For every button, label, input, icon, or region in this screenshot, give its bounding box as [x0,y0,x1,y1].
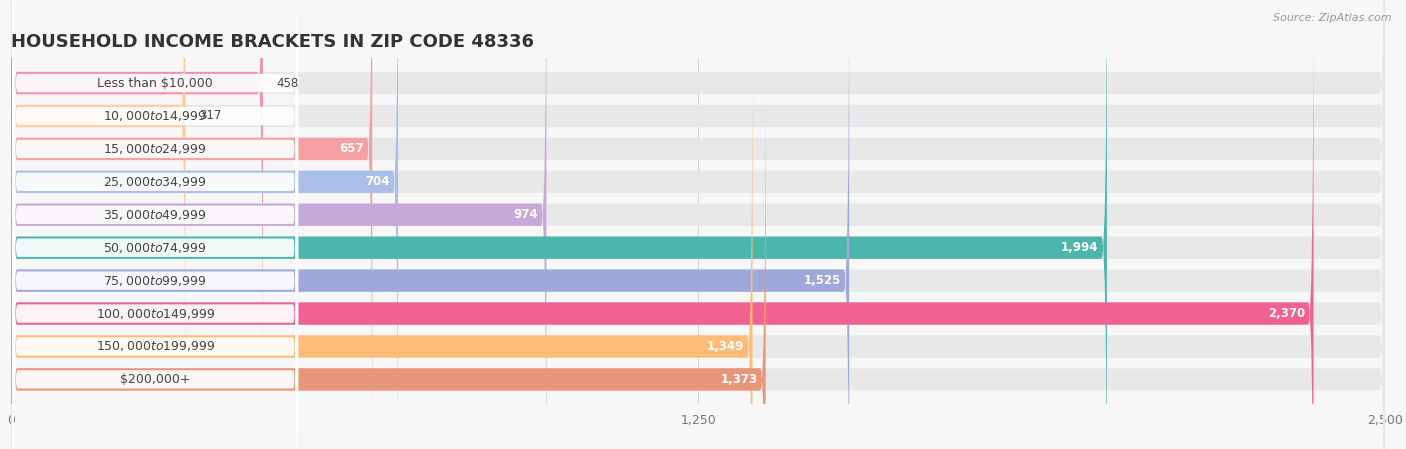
Text: $35,000 to $49,999: $35,000 to $49,999 [104,208,207,222]
Text: $150,000 to $199,999: $150,000 to $199,999 [96,339,215,353]
FancyBboxPatch shape [11,0,373,449]
Text: 317: 317 [200,110,222,123]
FancyBboxPatch shape [11,0,1385,449]
FancyBboxPatch shape [11,0,1385,449]
Text: Less than $10,000: Less than $10,000 [97,77,214,89]
FancyBboxPatch shape [13,0,298,436]
Text: 1,373: 1,373 [720,373,758,386]
FancyBboxPatch shape [11,0,186,434]
FancyBboxPatch shape [11,62,1385,449]
Text: $100,000 to $149,999: $100,000 to $149,999 [96,307,215,321]
Text: Source: ZipAtlas.com: Source: ZipAtlas.com [1274,13,1392,23]
FancyBboxPatch shape [13,92,298,449]
Text: $25,000 to $34,999: $25,000 to $34,999 [104,175,207,189]
Text: $75,000 to $99,999: $75,000 to $99,999 [104,273,207,288]
Text: 458: 458 [277,77,299,89]
FancyBboxPatch shape [11,0,849,449]
Text: $15,000 to $24,999: $15,000 to $24,999 [104,142,207,156]
Text: 704: 704 [366,176,389,188]
FancyBboxPatch shape [13,0,298,370]
FancyBboxPatch shape [13,26,298,449]
Text: 2,370: 2,370 [1268,307,1305,320]
Text: 657: 657 [339,142,364,155]
FancyBboxPatch shape [11,28,1385,449]
FancyBboxPatch shape [13,59,298,449]
FancyBboxPatch shape [11,0,398,449]
FancyBboxPatch shape [11,0,1385,449]
Text: $200,000+: $200,000+ [120,373,190,386]
FancyBboxPatch shape [13,0,298,449]
Text: 974: 974 [513,208,538,221]
Text: 1,994: 1,994 [1062,241,1098,254]
FancyBboxPatch shape [11,0,1385,449]
Text: 1,349: 1,349 [707,340,744,353]
Text: $50,000 to $74,999: $50,000 to $74,999 [104,241,207,255]
Text: $10,000 to $14,999: $10,000 to $14,999 [104,109,207,123]
FancyBboxPatch shape [11,0,1313,449]
FancyBboxPatch shape [13,0,298,403]
FancyBboxPatch shape [11,0,1107,449]
FancyBboxPatch shape [13,0,298,449]
FancyBboxPatch shape [13,0,298,449]
FancyBboxPatch shape [13,0,298,449]
FancyBboxPatch shape [11,0,1385,434]
FancyBboxPatch shape [11,0,547,449]
FancyBboxPatch shape [11,0,263,401]
FancyBboxPatch shape [11,0,1385,449]
FancyBboxPatch shape [11,28,752,449]
Text: 1,525: 1,525 [804,274,841,287]
FancyBboxPatch shape [11,0,1385,449]
FancyBboxPatch shape [11,0,1385,401]
FancyBboxPatch shape [11,62,766,449]
Text: HOUSEHOLD INCOME BRACKETS IN ZIP CODE 48336: HOUSEHOLD INCOME BRACKETS IN ZIP CODE 48… [11,33,534,51]
